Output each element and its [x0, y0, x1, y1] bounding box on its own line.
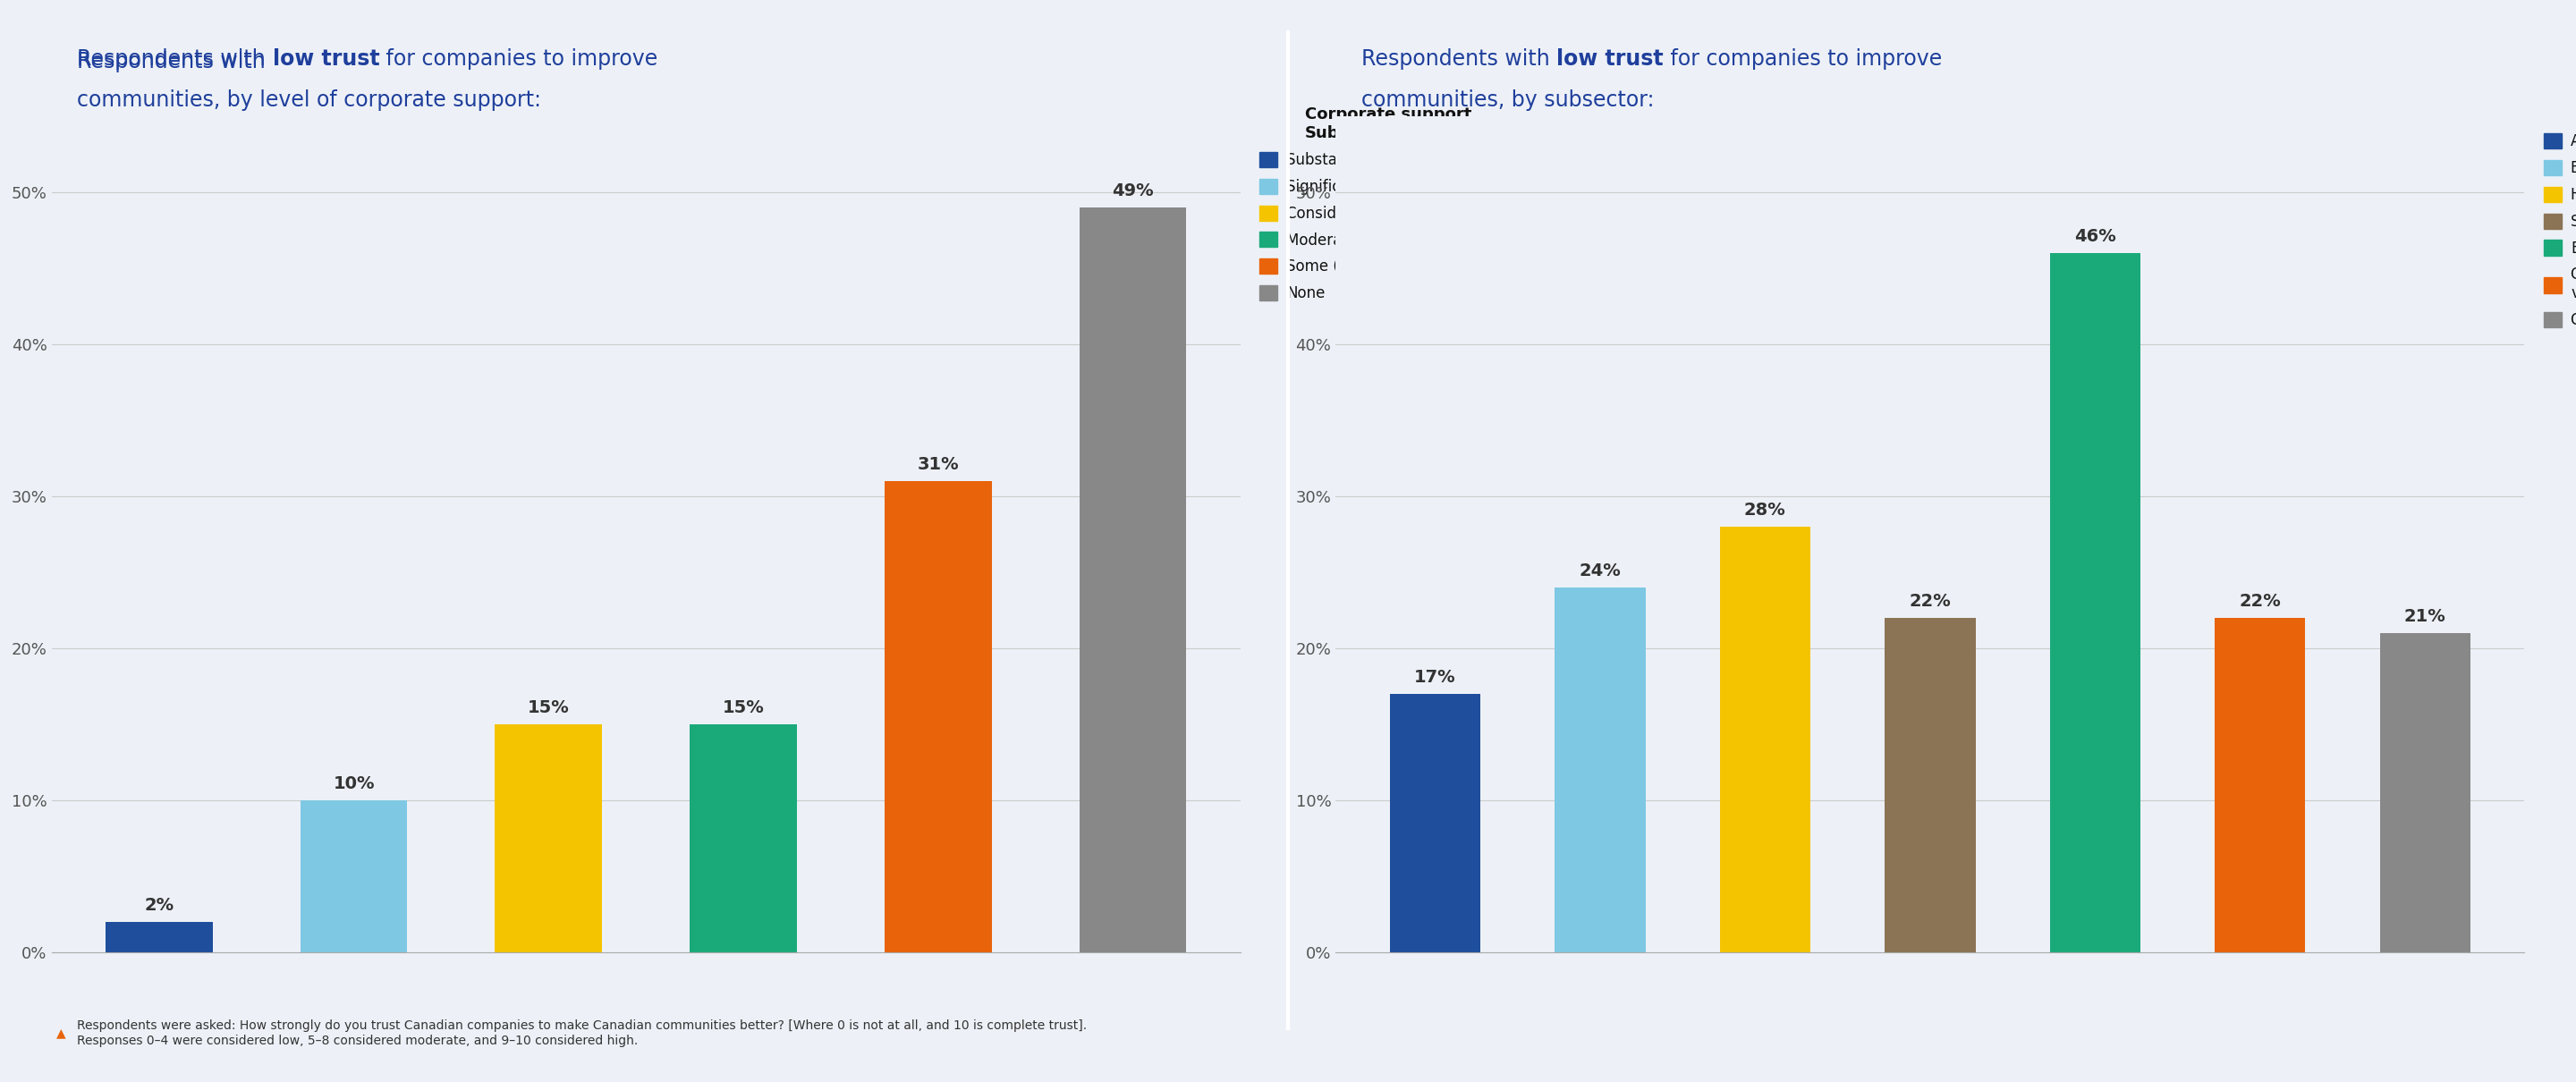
Bar	[495, 724, 603, 952]
Text: for companies to improve: for companies to improve	[1664, 48, 1942, 69]
Text: communities, by subsector:: communities, by subsector:	[1360, 89, 1654, 110]
Bar	[2050, 253, 2141, 952]
Bar	[106, 922, 214, 952]
Text: 2%: 2%	[144, 897, 175, 914]
Bar	[1388, 694, 1481, 952]
Text: 28%: 28%	[1744, 502, 1785, 519]
Text: 24%: 24%	[1579, 563, 1620, 580]
Bar	[1721, 527, 1811, 952]
Bar	[2215, 618, 2306, 952]
Text: Respondents were asked: How strongly do you trust Canadian companies to make Can: Respondents were asked: How strongly do …	[77, 1020, 1087, 1046]
Text: 17%: 17%	[1414, 669, 1455, 686]
Text: 22%: 22%	[1909, 593, 1950, 610]
Text: 15%: 15%	[528, 700, 569, 716]
Text: Respondents with: Respondents with	[1360, 48, 1556, 69]
Text: 49%: 49%	[1113, 183, 1154, 200]
Text: low trust: low trust	[273, 48, 379, 69]
Bar	[1079, 208, 1188, 952]
Bar	[1553, 588, 1646, 952]
Bar	[884, 480, 992, 952]
Legend: Substantial (75%+ of revenue), Significant (50–75%), Considerable (25–49%), Mode: Substantial (75%+ of revenue), Significa…	[1260, 107, 1517, 302]
Bar	[1886, 618, 1976, 952]
Bar	[301, 801, 407, 952]
Text: ▲: ▲	[57, 1027, 67, 1040]
Bar	[2380, 633, 2470, 952]
Text: 31%: 31%	[917, 457, 958, 473]
Text: Respondents with: Respondents with	[77, 48, 273, 69]
Text: Respondents with: Respondents with	[77, 51, 273, 72]
Text: 21%: 21%	[2403, 608, 2447, 625]
Bar	[690, 724, 796, 952]
Text: communities, by level of corporate support:: communities, by level of corporate suppo…	[77, 89, 541, 110]
Text: for companies to improve: for companies to improve	[379, 48, 657, 69]
Text: 10%: 10%	[332, 776, 374, 792]
Text: 46%: 46%	[2074, 228, 2115, 246]
Text: low trust: low trust	[1556, 48, 1664, 69]
Text: 15%: 15%	[721, 700, 765, 716]
Legend: Arts and culture, Education and research, Health and hospitals, Social services,: Arts and culture, Education and research…	[2545, 107, 2576, 328]
Text: 22%: 22%	[2239, 593, 2280, 610]
